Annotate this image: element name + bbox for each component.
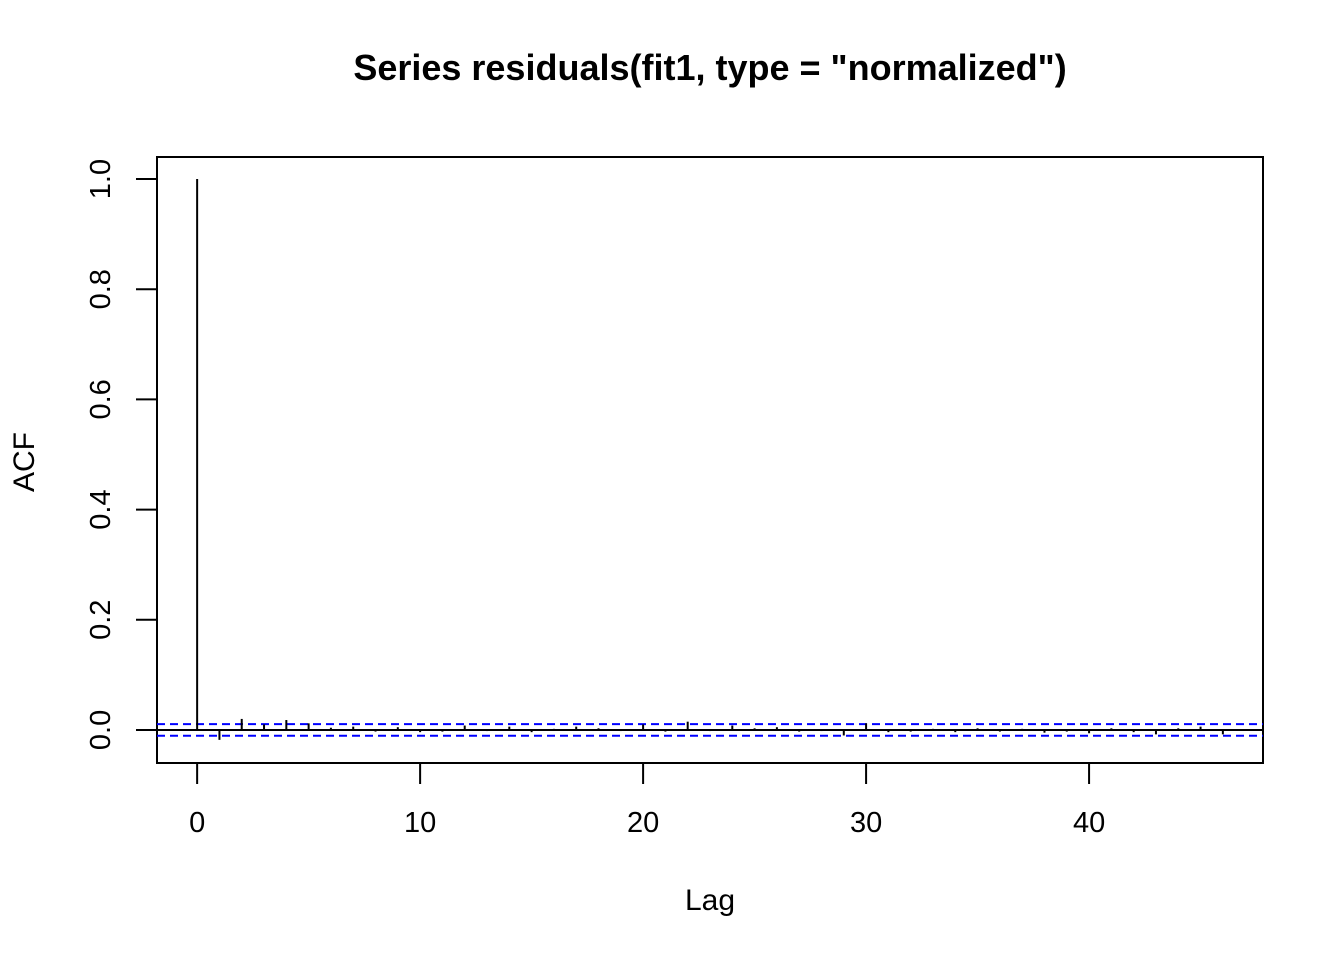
y-tick-label: 0.0 bbox=[85, 710, 117, 750]
x-tick-label: 10 bbox=[404, 807, 436, 839]
x-tick-label: 0 bbox=[189, 807, 205, 839]
x-tick-label: 30 bbox=[850, 807, 882, 839]
x-axis: 0 10 20 30 40 bbox=[189, 762, 1105, 839]
y-tick-label: 1.0 bbox=[85, 159, 117, 199]
x-axis-label: Lag bbox=[685, 884, 735, 917]
y-axis: 0.0 0.2 0.4 0.6 0.8 1.0 bbox=[85, 159, 158, 750]
plot-frame bbox=[156, 156, 1264, 764]
y-tick-label: 0.2 bbox=[85, 600, 117, 640]
x-tick-label: 40 bbox=[1073, 807, 1105, 839]
y-axis-label: ACF bbox=[8, 432, 41, 492]
chart-title: Series residuals(fit1, type = "normalize… bbox=[353, 47, 1066, 88]
y-tick-label: 0.4 bbox=[85, 489, 117, 529]
y-tick-label: 0.6 bbox=[85, 379, 117, 419]
acf-bars bbox=[196, 179, 1224, 740]
y-tick-label: 0.8 bbox=[85, 269, 117, 309]
x-tick-label: 20 bbox=[627, 807, 659, 839]
